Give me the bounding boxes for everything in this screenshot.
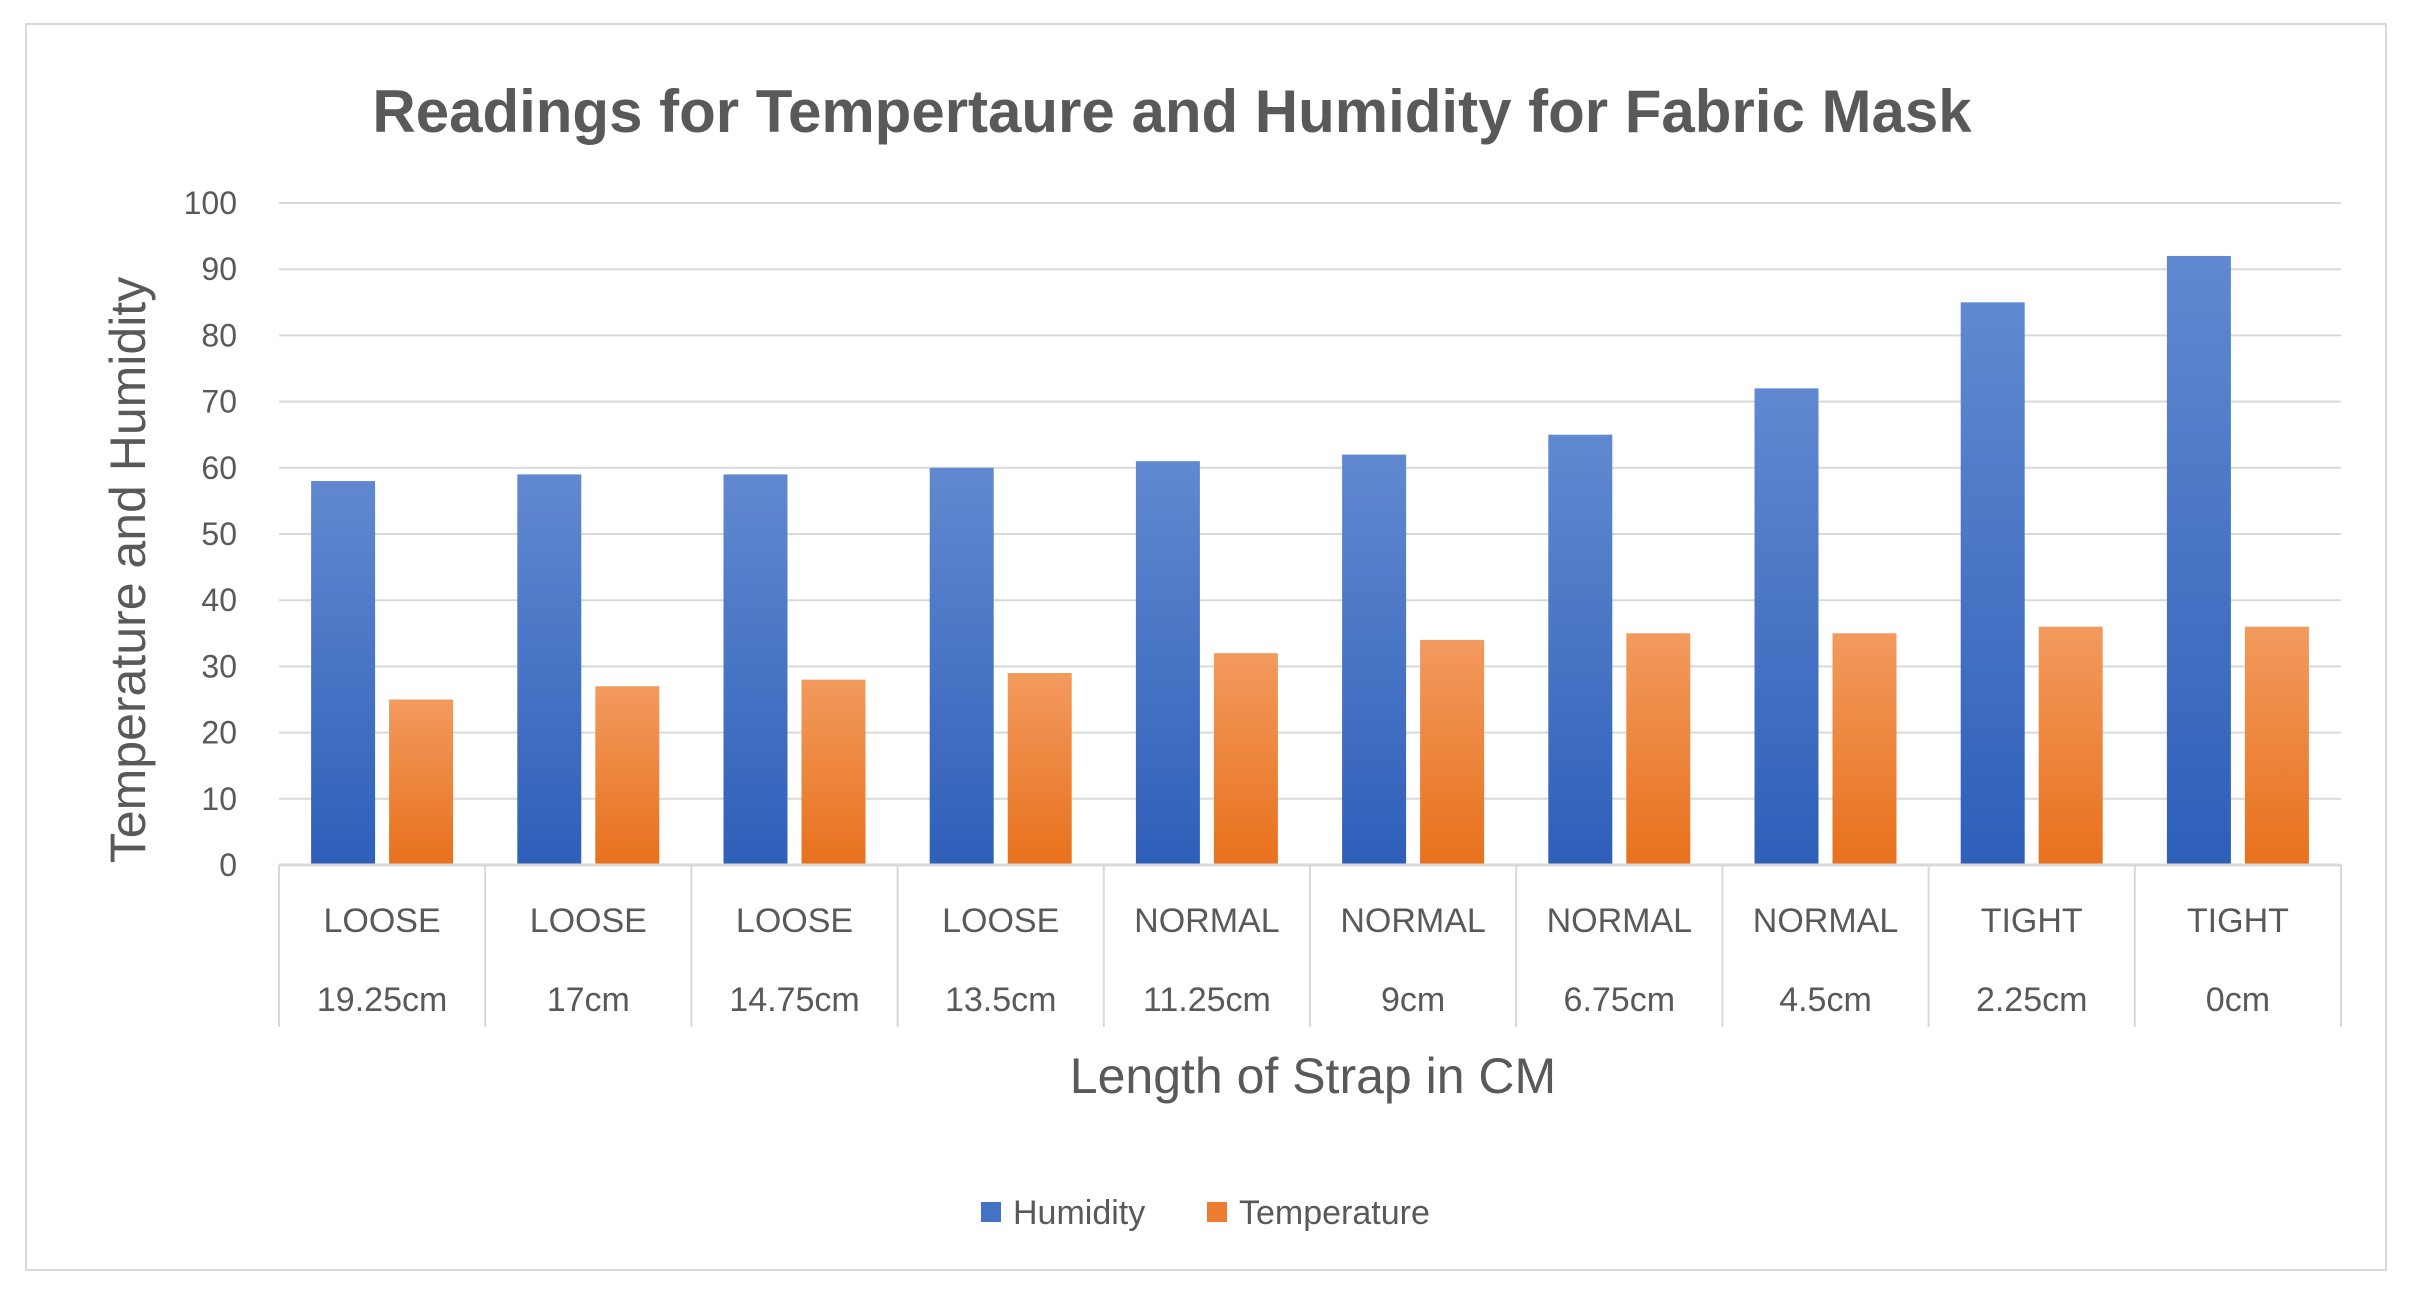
- bar-humidity-4: [1135, 461, 1200, 865]
- y-axis-title: Temperature and Humidity: [100, 277, 156, 863]
- y-tick-label: 40: [201, 582, 237, 618]
- bar-temperature-8: [2038, 626, 2103, 865]
- category-length-label: 14.75cm: [729, 981, 859, 1019]
- chart-svg: Readings for Tempertaure and Humidity fo…: [100, 78, 2342, 1232]
- y-tick-label: 50: [201, 516, 237, 552]
- legend: Humidity Temperature: [981, 1194, 1430, 1232]
- y-tick-label: 20: [201, 715, 237, 751]
- bar-humidity-8: [1960, 302, 2025, 865]
- y-tick-label: 80: [201, 317, 237, 353]
- category-group-label: TIGHT: [2187, 902, 2289, 940]
- bar-humidity-7: [1754, 388, 1819, 865]
- bar-humidity-5: [1342, 454, 1407, 865]
- bar-humidity-1: [517, 474, 582, 865]
- legend-label-temperature: Temperature: [1239, 1194, 1430, 1232]
- y-tick-label: 100: [184, 185, 237, 221]
- bars: [311, 255, 2309, 865]
- bar-humidity-2: [723, 474, 788, 865]
- category-length-label: 19.25cm: [317, 981, 447, 1019]
- legend-swatch-temperature: [1207, 1202, 1227, 1222]
- category-length-label: 9cm: [1381, 981, 1445, 1019]
- category-length-label: 13.5cm: [945, 981, 1057, 1019]
- gridlines: [279, 202, 2341, 800]
- bar-temperature-2: [801, 679, 866, 865]
- category-labels: LOOSE 19.25cm LOOSE 17cm LOOSE 14.75cm LOOSE 13…: [317, 902, 2289, 1019]
- chart-title: Readings for Tempertaure and Humidity fo…: [372, 78, 1972, 145]
- bar-temperature-5: [1420, 639, 1485, 865]
- category-group-label: NORMAL: [1340, 902, 1485, 940]
- category-length-label: 2.25cm: [1976, 981, 2088, 1019]
- category-length-label: 6.75cm: [1564, 981, 1676, 1019]
- bar-humidity-0: [311, 481, 376, 865]
- category-group-label: LOOSE: [942, 902, 1059, 940]
- category-group-label: LOOSE: [530, 902, 647, 940]
- bar-humidity-3: [929, 467, 994, 865]
- x-axis-title: Length of Strap in CM: [1070, 1048, 1556, 1104]
- y-tick-label: 90: [201, 251, 237, 287]
- bar-temperature-7: [1832, 633, 1897, 865]
- category-group-label: NORMAL: [1753, 902, 1898, 940]
- category-group-label: NORMAL: [1134, 902, 1279, 940]
- category-group-label: LOOSE: [736, 902, 853, 940]
- category-group-label: LOOSE: [324, 902, 441, 940]
- bar-temperature-1: [595, 686, 660, 865]
- y-tick-label: 70: [201, 384, 237, 420]
- category-length-label: 4.5cm: [1779, 981, 1872, 1019]
- category-table: [278, 863, 2342, 1027]
- bar-temperature-4: [1213, 653, 1278, 865]
- category-length-label: 0cm: [2206, 981, 2270, 1019]
- y-tick-label: 30: [201, 648, 237, 684]
- bar-temperature-6: [1626, 633, 1691, 865]
- category-length-label: 11.25cm: [1143, 981, 1271, 1019]
- category-length-label: 17cm: [547, 981, 630, 1019]
- legend-swatch-humidity: [981, 1202, 1001, 1222]
- bar-temperature-9: [2244, 626, 2309, 865]
- y-tick-label: 60: [201, 450, 237, 486]
- y-axis-ticks: 0 10 20 30 40 50 60 70 80 90 100: [184, 185, 237, 883]
- y-tick-label: 10: [201, 781, 237, 817]
- bar-humidity-9: [2166, 255, 2231, 865]
- bar-temperature-0: [389, 699, 454, 865]
- category-group-label: TIGHT: [1981, 902, 2083, 940]
- y-tick-label: 0: [219, 847, 237, 883]
- category-group-label: NORMAL: [1547, 902, 1692, 940]
- bar-humidity-6: [1548, 434, 1613, 865]
- bar-temperature-3: [1007, 673, 1072, 865]
- legend-label-humidity: Humidity: [1013, 1194, 1145, 1232]
- chart-frame: Readings for Tempertaure and Humidity fo…: [25, 23, 2387, 1271]
